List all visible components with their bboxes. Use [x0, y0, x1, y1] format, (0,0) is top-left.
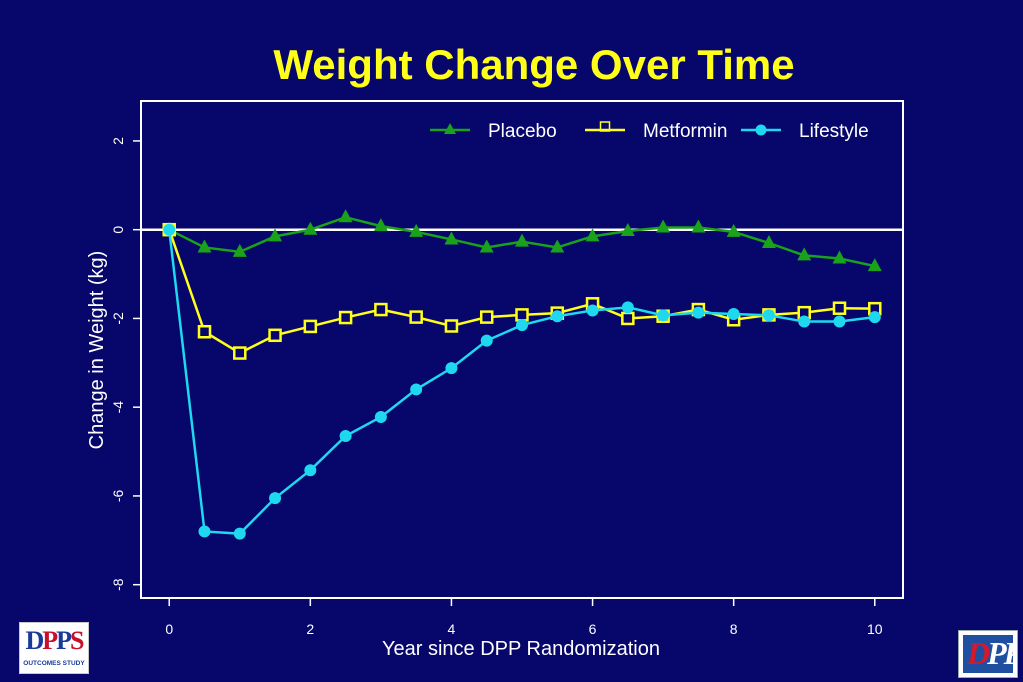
- y-tick-label: -2: [110, 312, 126, 325]
- point-metformin: [409, 310, 423, 324]
- point-lifestyle: [198, 525, 211, 538]
- point-lifestyle: [868, 311, 881, 324]
- point-lifestyle: [586, 304, 599, 317]
- y-tick-label: -4: [110, 401, 126, 414]
- point-lifestyle: [516, 319, 528, 332]
- legend-label-lifestyle: Lifestyle: [799, 121, 869, 142]
- dpp-outcomes-study-logo: DPPS OUTCOMES STUDY: [19, 622, 89, 674]
- logo-letter: D: [25, 626, 44, 655]
- point-placebo: [373, 218, 388, 232]
- x-tick-label: 2: [306, 621, 314, 637]
- point-lifestyle: [727, 308, 740, 320]
- x-axis-label: Year since DPP Randomization: [382, 638, 660, 660]
- legend-marker-metformin: [599, 121, 611, 132]
- plot-frame: [140, 100, 904, 599]
- y-tick-label: 0: [110, 226, 126, 234]
- dpp-logo: DPP: [958, 630, 1018, 678]
- y-tick-label: -6: [110, 490, 126, 503]
- x-tick-label: 6: [589, 621, 597, 637]
- point-lifestyle: [339, 430, 352, 443]
- point-metformin: [479, 310, 494, 324]
- point-lifestyle: [269, 492, 282, 505]
- point-placebo: [268, 228, 283, 242]
- point-lifestyle: [621, 301, 634, 314]
- legend-marker-placebo: [444, 123, 456, 134]
- chart-title: Weight Change Over Time: [273, 41, 794, 88]
- series-lifestyle: [163, 223, 881, 540]
- point-metformin: [444, 319, 459, 333]
- y-axis: 2 0 -2 -4 -6 -8: [110, 137, 141, 591]
- series-placebo: [162, 209, 882, 272]
- point-placebo: [197, 239, 212, 253]
- logo-letters: DPP: [967, 635, 1018, 672]
- x-axis: 0 2 4 6 8 10: [165, 598, 883, 637]
- point-lifestyle: [551, 310, 564, 323]
- point-placebo: [585, 228, 600, 242]
- legend-label-metformin: Metformin: [643, 121, 727, 142]
- point-lifestyle: [163, 223, 176, 236]
- y-axis-label: Change in Weight (kg): [86, 251, 108, 450]
- point-placebo: [550, 239, 565, 253]
- point-placebo: [832, 250, 847, 264]
- point-placebo: [515, 233, 529, 247]
- point-placebo: [726, 223, 741, 237]
- legend: Placebo Metformin Lifestyle: [430, 121, 869, 142]
- legend-marker-lifestyle: [755, 124, 767, 136]
- point-lifestyle: [798, 315, 811, 328]
- point-placebo: [479, 239, 494, 253]
- point-placebo: [797, 247, 812, 261]
- point-metformin: [338, 310, 353, 325]
- y-tick-label: -8: [110, 578, 126, 591]
- logo-letter: S: [70, 626, 85, 655]
- series-layer: [162, 209, 882, 540]
- point-placebo: [409, 223, 424, 237]
- point-lifestyle: [480, 334, 493, 347]
- point-metformin: [303, 319, 318, 334]
- logo-letter: D: [967, 635, 990, 671]
- logo-caption: OUTCOMES STUDY: [23, 660, 85, 667]
- point-placebo: [444, 231, 459, 245]
- point-metformin: [197, 325, 212, 339]
- point-placebo: [691, 219, 706, 233]
- point-placebo: [761, 235, 776, 248]
- point-lifestyle: [410, 383, 423, 396]
- point-metformin: [621, 311, 635, 326]
- point-metformin: [515, 308, 529, 322]
- point-lifestyle: [762, 309, 775, 322]
- point-lifestyle: [374, 410, 387, 423]
- logo-letters: DPPS: [24, 626, 84, 656]
- logo-letter: P: [42, 626, 58, 655]
- point-lifestyle: [657, 309, 670, 322]
- x-tick-label: 8: [730, 621, 738, 637]
- point-placebo: [338, 209, 353, 223]
- point-lifestyle: [304, 464, 317, 477]
- point-lifestyle: [445, 362, 458, 375]
- point-lifestyle: [692, 306, 705, 319]
- point-metformin: [374, 302, 388, 317]
- x-tick-label: 10: [867, 621, 883, 637]
- y-tick-label: 2: [110, 137, 126, 145]
- point-placebo: [867, 258, 882, 272]
- x-tick-label: 0: [165, 621, 173, 637]
- logo-letter: P: [56, 626, 72, 655]
- point-metformin: [832, 301, 847, 315]
- point-placebo: [656, 219, 671, 233]
- legend-label-placebo: Placebo: [488, 121, 557, 142]
- point-placebo: [303, 221, 318, 235]
- point-lifestyle: [233, 527, 246, 540]
- logo-letter: PP: [987, 635, 1018, 671]
- point-lifestyle: [833, 315, 846, 328]
- point-metformin: [233, 346, 247, 360]
- series-line-lifestyle: [167, 229, 875, 535]
- x-tick-label: 4: [448, 621, 456, 637]
- point-placebo: [620, 223, 635, 237]
- logo-block: [963, 635, 1013, 673]
- point-placebo: [232, 243, 247, 257]
- point-metformin: [268, 328, 282, 343]
